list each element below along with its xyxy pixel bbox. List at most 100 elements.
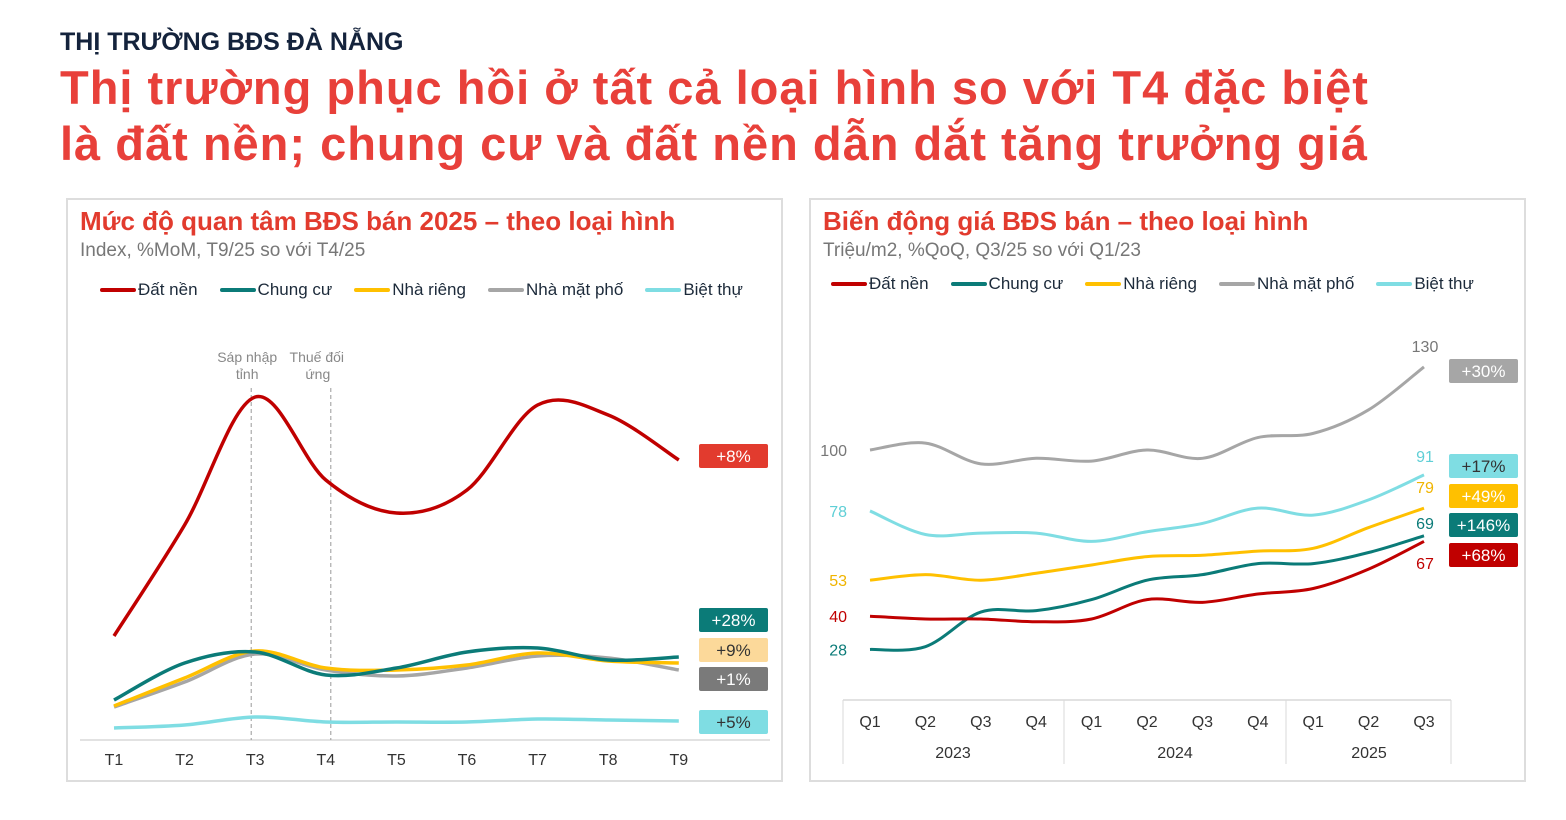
- change-badge: +30%: [1462, 362, 1506, 381]
- legend-item: Nhà riêng: [1085, 274, 1197, 294]
- x-tick-label: T1: [105, 752, 124, 769]
- series-line: [113, 645, 679, 702]
- change-badge-bg: [699, 608, 768, 632]
- chart-title: Mức độ quan tâm BĐS bán 2025 – theo loại…: [80, 206, 676, 236]
- legend-swatch: [354, 288, 391, 292]
- series-line: [869, 365, 1425, 466]
- change-badge-bg: [1449, 543, 1518, 567]
- legend-swatch: [1218, 282, 1255, 286]
- legend-item: Nhà mặt phố: [1218, 274, 1355, 294]
- series-line: [869, 534, 1425, 652]
- x-tick-label: T3: [246, 752, 265, 769]
- x-tick-label: T6: [458, 752, 477, 769]
- change-badge-bg: [699, 444, 768, 468]
- legend-label: Nhà mặt phố: [525, 280, 624, 299]
- annotation-label: tỉnh: [236, 366, 259, 382]
- year-label: 2023: [935, 745, 971, 762]
- headline-line2: là đất nền; chung cư và đất nền dẫn dắt …: [60, 117, 1369, 170]
- start-value-label: 100: [820, 443, 847, 460]
- x-tick-label: Q1: [1081, 714, 1102, 731]
- change-badge-bg: [1449, 359, 1518, 383]
- legend: Đất nền Chung cư Nhà riêng Nhà mặt phố Biệt …: [100, 280, 743, 300]
- x-tick-label: T4: [316, 752, 335, 769]
- start-value-label: 28: [829, 642, 847, 659]
- legend-swatch: [100, 288, 136, 292]
- x-tick-label: T5: [387, 752, 406, 769]
- chart-title: Biến động giá BĐS bán – theo loại hình: [823, 206, 1309, 236]
- end-value-label: 79: [1416, 480, 1434, 497]
- x-tick-label: T8: [599, 752, 618, 769]
- legend-label: Nhà mặt phố: [1256, 274, 1355, 293]
- legend-swatch: [1376, 282, 1413, 286]
- start-value-label: 53: [829, 573, 847, 590]
- change-badge-bg: [1449, 454, 1518, 478]
- x-tick-label: Q4: [1247, 714, 1268, 731]
- change-badge: +49%: [1462, 487, 1506, 506]
- x-tick-label: Q3: [1192, 714, 1213, 731]
- legend-item: Chung cư: [219, 280, 333, 300]
- change-badge-bg: [1449, 484, 1518, 508]
- legend-swatch: [1085, 282, 1122, 286]
- change-badge: +68%: [1462, 546, 1506, 565]
- legend-label: Biệt thự: [1414, 274, 1474, 293]
- change-badge-bg: [699, 638, 768, 662]
- interest-chart-panel: Mức độ quan tâm BĐS bán 2025 – theo loại…: [66, 198, 783, 782]
- change-badge-bg: [1449, 513, 1518, 537]
- legend-label: Biệt thự: [683, 280, 743, 299]
- annotation-label: Sáp nhập: [217, 349, 277, 365]
- legend-item: Đất nền: [100, 280, 198, 300]
- change-badge-bg: [699, 667, 768, 691]
- x-tick-label: Q4: [1026, 714, 1047, 731]
- series-line: [113, 652, 680, 709]
- chart-subtitle: Index, %MoM, T9/25 so với T4/25: [80, 240, 366, 261]
- series-line: [112, 394, 680, 637]
- legend-item: Chung cư: [950, 274, 1064, 294]
- annotation-label: Thuế đối: [290, 349, 344, 365]
- change-badge: +9%: [716, 641, 751, 660]
- legend-swatch: [950, 282, 987, 286]
- legend: Đất nền Chung cư Nhà riêng Nhà mặt phố Biệt …: [831, 274, 1474, 294]
- kicker: THỊ TRƯỜNG BĐS ĐÀ NẴNG: [60, 28, 404, 56]
- series-line: [869, 540, 1425, 624]
- x-tick-label: Q3: [1413, 714, 1434, 731]
- end-value-label: 67: [1416, 556, 1434, 573]
- legend-label: Đất nền: [138, 280, 198, 299]
- legend-label: Nhà riêng: [392, 280, 466, 299]
- headline-line1: Thị trường phục hồi ở tất cả loại hình s…: [60, 61, 1369, 114]
- x-tick-label: Q2: [915, 714, 936, 731]
- x-tick-label: T9: [669, 752, 688, 769]
- legend-label: Nhà riêng: [1123, 274, 1197, 293]
- legend-swatch: [645, 288, 682, 292]
- x-tick-label: T2: [175, 752, 194, 769]
- price-chart-panel: Biến động giá BĐS bán – theo loại hình T…: [809, 198, 1526, 782]
- chart-subtitle: Triệu/m2, %QoQ, Q3/25 so với Q1/23: [823, 240, 1141, 261]
- change-badge: +28%: [712, 611, 756, 630]
- legend-item: Nhà riêng: [354, 280, 466, 300]
- series-line: [113, 715, 679, 730]
- start-value-label: 78: [829, 504, 847, 521]
- x-tick-label: Q2: [1136, 714, 1157, 731]
- year-label: 2024: [1157, 745, 1193, 762]
- legend-item: Đất nền: [831, 274, 929, 294]
- change-badge: +1%: [716, 670, 751, 689]
- x-tick-label: Q1: [1303, 714, 1324, 731]
- legend-label: Đất nền: [869, 274, 929, 293]
- change-badge: +8%: [716, 447, 751, 466]
- legend-label: Chung cư: [257, 280, 333, 299]
- x-tick-label: Q3: [970, 714, 991, 731]
- change-badge-bg: [699, 710, 768, 734]
- change-badge: +146%: [1457, 516, 1510, 535]
- end-value-label: 69: [1416, 516, 1434, 533]
- annotation-label: ứng: [305, 366, 330, 382]
- x-tick-label: T7: [528, 752, 547, 769]
- legend-swatch: [831, 282, 867, 286]
- change-badge: +5%: [716, 713, 751, 732]
- legend-item: Biệt thự: [1376, 274, 1474, 294]
- end-value-label: 91: [1416, 449, 1434, 466]
- legend-swatch: [219, 288, 256, 292]
- legend-item: Nhà mặt phố: [487, 280, 624, 300]
- legend-label: Chung cư: [988, 274, 1064, 293]
- change-badge: +17%: [1462, 457, 1506, 476]
- year-label: 2025: [1351, 745, 1387, 762]
